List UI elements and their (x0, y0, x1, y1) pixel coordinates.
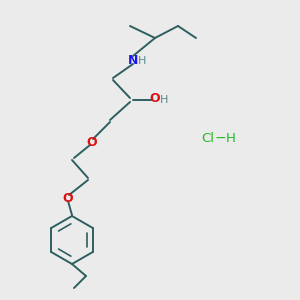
Text: Cl: Cl (202, 131, 214, 145)
Text: O: O (63, 191, 73, 205)
Text: O: O (87, 136, 97, 148)
Text: H: H (160, 95, 168, 105)
Text: H: H (226, 131, 236, 145)
Text: H: H (138, 56, 146, 66)
Text: N: N (128, 53, 138, 67)
Text: −: − (214, 131, 226, 145)
Text: O: O (150, 92, 160, 106)
